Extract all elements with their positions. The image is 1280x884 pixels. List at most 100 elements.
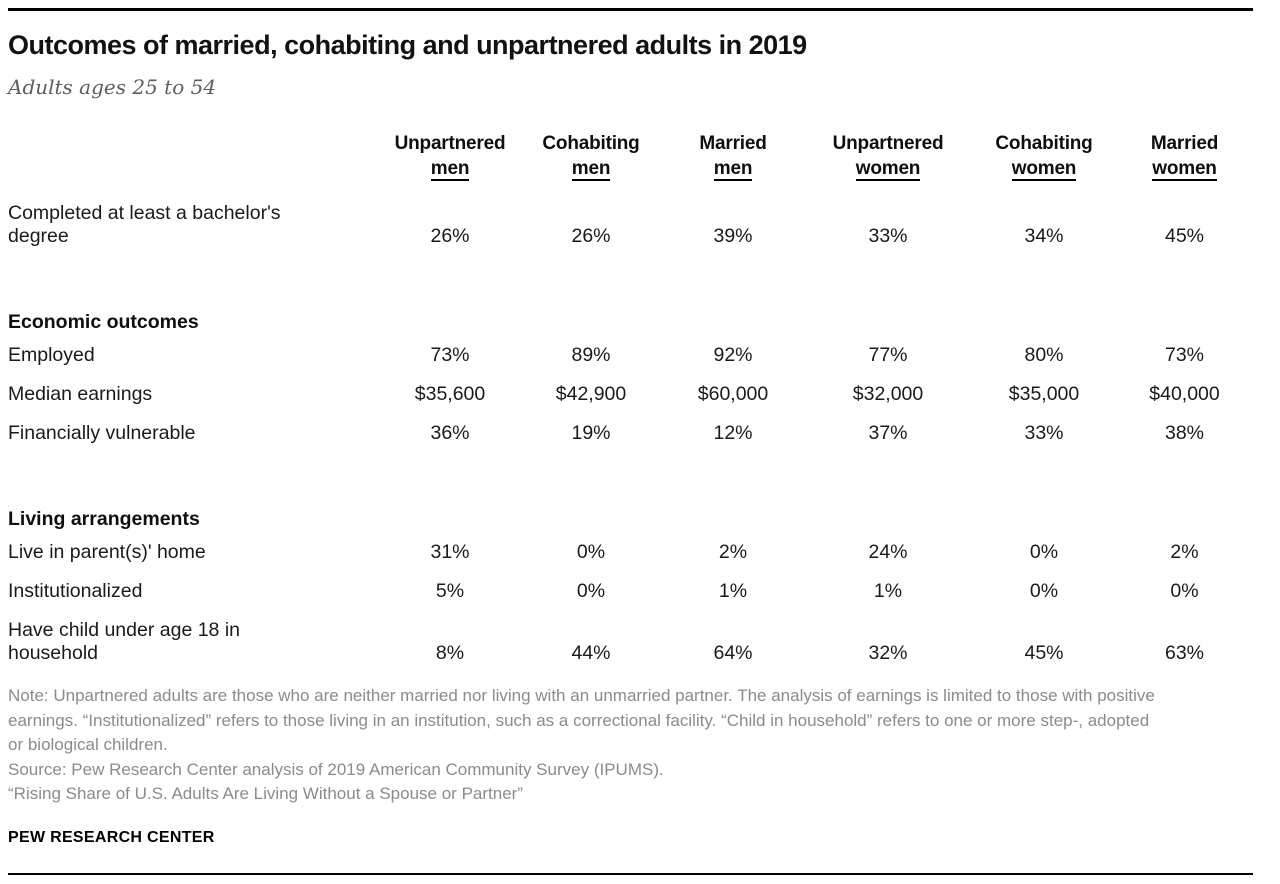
column-header-top-label: Unpartnered — [394, 133, 506, 154]
cell-value: 26% — [430, 225, 470, 247]
cell-value: $35,000 — [1008, 383, 1080, 405]
column-header-unpartnered-women: Unpartnered women — [804, 131, 972, 195]
cell-value: 45% — [1024, 642, 1064, 664]
cell-value: 73% — [430, 344, 470, 366]
cell-value: 64% — [713, 642, 753, 664]
column-header-top-label: Unpartnered — [832, 133, 944, 154]
row-label: Employed — [8, 337, 380, 376]
source-text: Source: Pew Research Center analysis of … — [8, 759, 664, 779]
row-label-text: Have child under age 18 in household — [8, 619, 240, 664]
cell-value: 12% — [713, 422, 753, 444]
table-head: Unpartnered men Cohabiting men Married men Unp… — [8, 131, 1253, 195]
notes-block: Note: Unpartnered adults are those who a… — [8, 684, 1158, 807]
cell-value: 63% — [1164, 642, 1205, 664]
cell-value: $42,900 — [555, 383, 627, 405]
cell-value: 89% — [571, 344, 611, 366]
column-header-married-men: Married men — [662, 131, 804, 195]
column-header-top-label: Cohabiting — [542, 133, 640, 154]
report-title-text: “Rising Share of U.S. Adults Are Living … — [8, 784, 523, 803]
section-header-row: Economic outcomes — [8, 311, 1253, 337]
cell-value: 19% — [571, 422, 611, 444]
cell-value: 5% — [435, 580, 465, 602]
section-spacer-cell — [8, 257, 1253, 311]
row-label-text: Median earnings — [8, 383, 153, 405]
column-header-empty — [8, 131, 380, 195]
column-header-bottom-label: women — [1152, 158, 1217, 181]
top-rule — [8, 8, 1253, 11]
cell-value: 37% — [868, 422, 908, 444]
cell-value: 24% — [868, 541, 908, 563]
cell-value: 80% — [1024, 344, 1064, 366]
table-row: Financially vulnerable 36% 19% 12% 37% 33% 38% — [8, 415, 1253, 454]
section-spacer — [8, 257, 1253, 311]
cell-value: 0% — [1029, 580, 1059, 602]
row-label: Live in parent(s)' home — [8, 534, 380, 573]
cell-value: 45% — [1164, 225, 1205, 247]
cell-value: 73% — [1164, 344, 1205, 366]
cell-value: 0% — [576, 580, 606, 602]
row-label-text: Employed — [8, 344, 95, 366]
cell-value: 2% — [1170, 541, 1199, 563]
row-label: Financially vulnerable — [8, 415, 380, 454]
table-row: Live in parent(s)' home 31% 0% 2% 24% 0% 2% — [8, 534, 1253, 573]
column-header-top-label: Cohabiting — [995, 133, 1093, 154]
row-label: Have child under age 18 in household — [8, 612, 380, 674]
row-label-text: Live in parent(s)' home — [8, 541, 206, 563]
row-label-text: Institutionalized — [8, 580, 143, 602]
column-header-bottom-label: men — [713, 158, 753, 181]
subtitle: Adults ages 25 to 54 — [8, 75, 217, 99]
section-spacer — [8, 454, 1253, 508]
column-header-married-women: Married women — [1116, 131, 1253, 195]
cell-value: 26% — [571, 225, 611, 247]
table-row: Institutionalized 5% 0% 1% 1% 0% 0% — [8, 573, 1253, 612]
column-header-cohabiting-women: Cohabiting women — [972, 131, 1116, 195]
cell-value: 1% — [718, 580, 748, 602]
column-header-unpartnered-men: Unpartnered men — [380, 131, 520, 195]
column-header-top-label: Married — [699, 133, 767, 154]
brand-wordmark: PEW RESEARCH CENTER — [8, 828, 215, 846]
cell-value: 31% — [430, 541, 470, 563]
row-label-text: Financially vulnerable — [8, 422, 196, 444]
cell-value: 33% — [1024, 422, 1064, 444]
cell-value: 77% — [868, 344, 908, 366]
column-header-cohabiting-men: Cohabiting men — [520, 131, 662, 195]
row-label: Institutionalized — [8, 573, 380, 612]
cell-value: $40,000 — [1149, 383, 1220, 405]
cell-value: 0% — [1170, 580, 1199, 602]
cell-value: 36% — [430, 422, 470, 444]
cell-value: 2% — [718, 541, 748, 563]
row-label-text: Completed at least a bachelor's degree — [8, 202, 281, 247]
column-header-bottom-label: men — [430, 158, 470, 181]
row-label: Median earnings — [8, 376, 380, 415]
table-row: Employed 73% 89% 92% 77% 80% 73% — [8, 337, 1253, 376]
table-row: Have child under age 18 in household 8% 44… — [8, 612, 1253, 674]
column-header-bottom-label: women — [1011, 158, 1077, 181]
table-body: Completed at least a bachelor's degree 26… — [8, 195, 1253, 674]
table-header-row: Unpartnered men Cohabiting men Married men Unp… — [8, 131, 1253, 195]
column-header-bottom-label: women — [855, 158, 921, 181]
section-spacer-cell — [8, 454, 1253, 508]
cell-value: 34% — [1024, 225, 1064, 247]
cell-value: 1% — [873, 580, 903, 602]
table-row: Completed at least a bachelor's degree 26… — [8, 195, 1253, 257]
cell-value: 92% — [713, 344, 753, 366]
section-header-row: Living arrangements — [8, 508, 1253, 534]
cell-value: 38% — [1164, 422, 1205, 444]
row-label: Completed at least a bachelor's degree — [8, 195, 380, 257]
bottom-rule — [8, 873, 1253, 875]
outcomes-table: Unpartnered men Cohabiting men Married men Unp… — [8, 131, 1253, 674]
section-header-label: Economic outcomes — [8, 311, 199, 333]
cell-value: 32% — [868, 642, 908, 664]
cell-value: 0% — [576, 541, 606, 563]
page-title: Outcomes of married, cohabiting and unpa… — [8, 30, 807, 60]
section-header-label: Living arrangements — [8, 508, 200, 530]
cell-value: 44% — [571, 642, 611, 664]
cell-value: $60,000 — [697, 383, 769, 405]
cell-value: $35,600 — [414, 383, 486, 405]
column-header-top-label: Married — [1150, 133, 1219, 154]
cell-value: 39% — [713, 225, 753, 247]
cell-value: 8% — [435, 642, 465, 664]
cell-value: $32,000 — [852, 383, 924, 405]
cell-value: 0% — [1029, 541, 1059, 563]
